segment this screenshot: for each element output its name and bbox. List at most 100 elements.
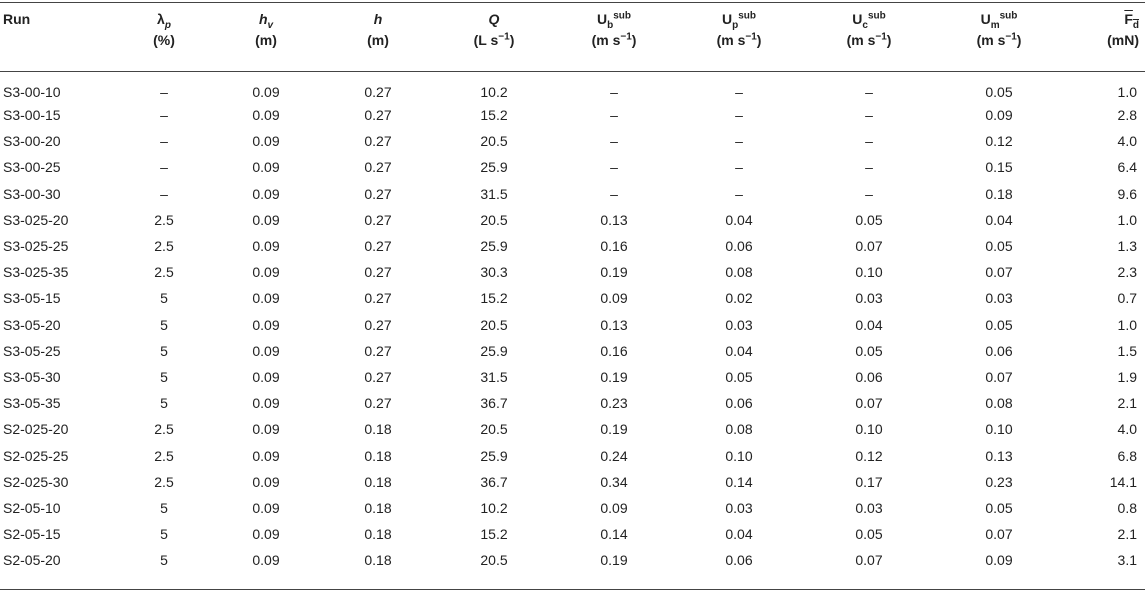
table-cell: 0.34 bbox=[600, 473, 628, 490]
table-cell: 0.05 bbox=[985, 316, 1013, 333]
table-cell: S2-025-30 bbox=[3, 473, 69, 490]
table-cell: 31.5 bbox=[480, 368, 508, 385]
table-cell: 0.27 bbox=[364, 264, 392, 281]
table-cell: 5 bbox=[160, 368, 168, 385]
table-cell: 0.12 bbox=[855, 447, 883, 464]
table-row: S2-025-30 2.5 0.09 0.18 36.7 0.34 0.14 0.17 0.23… bbox=[0, 469, 1145, 495]
table-cell: 0.08 bbox=[985, 395, 1013, 412]
table-cell: 1.0 bbox=[1117, 211, 1137, 228]
table-cell: S3-025-35 bbox=[3, 264, 69, 281]
table-cell: 0.09 bbox=[600, 499, 628, 516]
table-cell: 0.09 bbox=[985, 107, 1013, 124]
table-cell: 0.18 bbox=[364, 473, 392, 490]
table-cell: 0.14 bbox=[725, 473, 753, 490]
table-cell: 0.27 bbox=[364, 84, 392, 100]
table-cell: – bbox=[610, 159, 618, 176]
table-cell: – bbox=[610, 107, 618, 124]
table-cell: 0.08 bbox=[725, 421, 753, 438]
table-body: S3-00-10 – 0.09 0.27 10.2 – – – 0.05 1.0 S3-00-15 –… bbox=[0, 71, 1145, 573]
results-table: Run λp (%) hv (m) h (m) Q (L s−1) Ubsub (m s−1) Ups… bbox=[0, 3, 1145, 573]
table-cell: – bbox=[735, 133, 743, 150]
table-cell: S3-00-15 bbox=[3, 107, 61, 124]
table-cell: 0.03 bbox=[985, 290, 1013, 307]
table-cell: 30.3 bbox=[480, 264, 508, 281]
table-cell: 0.05 bbox=[725, 368, 753, 385]
table-cell: 0.09 bbox=[252, 133, 280, 150]
table-cell: 0.09 bbox=[252, 84, 280, 100]
table-row: S2-05-10 5 0.09 0.18 10.2 0.09 0.03 0.03 0.05 0.8 bbox=[0, 495, 1145, 521]
table-cell: – bbox=[160, 107, 168, 124]
column-header-label: Ubsub bbox=[596, 10, 631, 31]
column-header-4: Q (L s−1) bbox=[434, 3, 554, 71]
table-cell: 25.9 bbox=[480, 159, 508, 176]
column-header-unit: (mN) bbox=[1107, 32, 1139, 48]
table-cell: 2.5 bbox=[154, 211, 174, 228]
column-header-label: Upsub bbox=[721, 10, 756, 31]
column-header-label: Ucsub bbox=[852, 10, 886, 31]
table-cell: 0.27 bbox=[364, 159, 392, 176]
table-cell: S2-025-20 bbox=[3, 421, 69, 438]
table-cell: 0.09 bbox=[252, 211, 280, 228]
table-cell: 2.5 bbox=[154, 447, 174, 464]
table-cell: S3-05-35 bbox=[3, 395, 61, 412]
table-cell: 2.5 bbox=[154, 473, 174, 490]
table-cell: 20.5 bbox=[480, 211, 508, 228]
table-cell: 0.09 bbox=[252, 368, 280, 385]
table-cell: 0.07 bbox=[855, 552, 883, 569]
column-header-6: Upsub (m s−1) bbox=[674, 3, 804, 71]
table-cell: 5 bbox=[160, 342, 168, 359]
table-cell: 36.7 bbox=[480, 395, 508, 412]
table-header-rule bbox=[0, 71, 1145, 72]
table-cell: 0.19 bbox=[600, 552, 628, 569]
table-cell: 5 bbox=[160, 395, 168, 412]
table-cell: 2.5 bbox=[154, 421, 174, 438]
table-cell: 0.03 bbox=[725, 316, 753, 333]
table-cell: 0.27 bbox=[364, 238, 392, 255]
column-header-2: hv (m) bbox=[210, 3, 322, 71]
table-cell: 0.17 bbox=[855, 473, 883, 490]
table-row: S3-00-20 – 0.09 0.27 20.5 – – – 0.12 4.0 bbox=[0, 128, 1145, 154]
table-cell: S3-00-25 bbox=[3, 159, 61, 176]
column-header-unit: (L s−1) bbox=[473, 31, 515, 48]
table-cell: 0.18 bbox=[364, 526, 392, 543]
table-cell: 10.2 bbox=[480, 499, 508, 516]
table-cell: 0.05 bbox=[985, 238, 1013, 255]
table-cell: 31.5 bbox=[480, 185, 508, 202]
table-row: S3-025-35 2.5 0.09 0.27 30.3 0.19 0.08 0.10 0.07… bbox=[0, 259, 1145, 285]
table-cell: 0.09 bbox=[252, 342, 280, 359]
table-cell: 1.0 bbox=[1117, 316, 1137, 333]
table-cell: 0.02 bbox=[725, 290, 753, 307]
table-cell: 5 bbox=[160, 552, 168, 569]
table-cell: S3-05-15 bbox=[3, 290, 61, 307]
table-cell: 0.09 bbox=[252, 552, 280, 569]
table-cell: – bbox=[610, 133, 618, 150]
table-cell: 0.13 bbox=[600, 316, 628, 333]
table-cell: S3-05-25 bbox=[3, 342, 61, 359]
table-row: S3-025-25 2.5 0.09 0.27 25.9 0.16 0.06 0.07 0.05… bbox=[0, 233, 1145, 259]
column-header-unit: (m s−1) bbox=[846, 31, 892, 48]
table-cell: 0.07 bbox=[985, 368, 1013, 385]
table-cell: 0.04 bbox=[985, 211, 1013, 228]
table-cell: 25.9 bbox=[480, 447, 508, 464]
table-cell: 0.09 bbox=[252, 447, 280, 464]
table-cell: 0.18 bbox=[985, 185, 1013, 202]
table-cell: 3.1 bbox=[1117, 552, 1137, 569]
table-cell: 4.0 bbox=[1117, 133, 1137, 150]
table-cell: 0.03 bbox=[855, 290, 883, 307]
table-row: S3-00-25 – 0.09 0.27 25.9 – – – 0.15 6.4 bbox=[0, 154, 1145, 180]
table-row: S3-00-15 – 0.09 0.27 15.2 – – – 0.09 2.8 bbox=[0, 102, 1145, 128]
table-cell: 5 bbox=[160, 316, 168, 333]
table-cell: – bbox=[865, 185, 873, 202]
table-cell: S2-05-10 bbox=[3, 499, 61, 516]
column-header-unit: (m) bbox=[367, 32, 389, 48]
table-row: S3-00-30 – 0.09 0.27 31.5 – – – 0.18 9.6 bbox=[0, 181, 1145, 207]
table-cell: – bbox=[735, 185, 743, 202]
table-cell: S3-05-20 bbox=[3, 316, 61, 333]
table-cell: 0.09 bbox=[252, 159, 280, 176]
column-header-label: λp bbox=[157, 11, 171, 31]
table-cell: 20.5 bbox=[480, 552, 508, 569]
table-cell: 0.23 bbox=[985, 473, 1013, 490]
table-cell: 0.14 bbox=[600, 526, 628, 543]
table-cell: S2-05-15 bbox=[3, 526, 61, 543]
table-cell: – bbox=[735, 84, 743, 100]
